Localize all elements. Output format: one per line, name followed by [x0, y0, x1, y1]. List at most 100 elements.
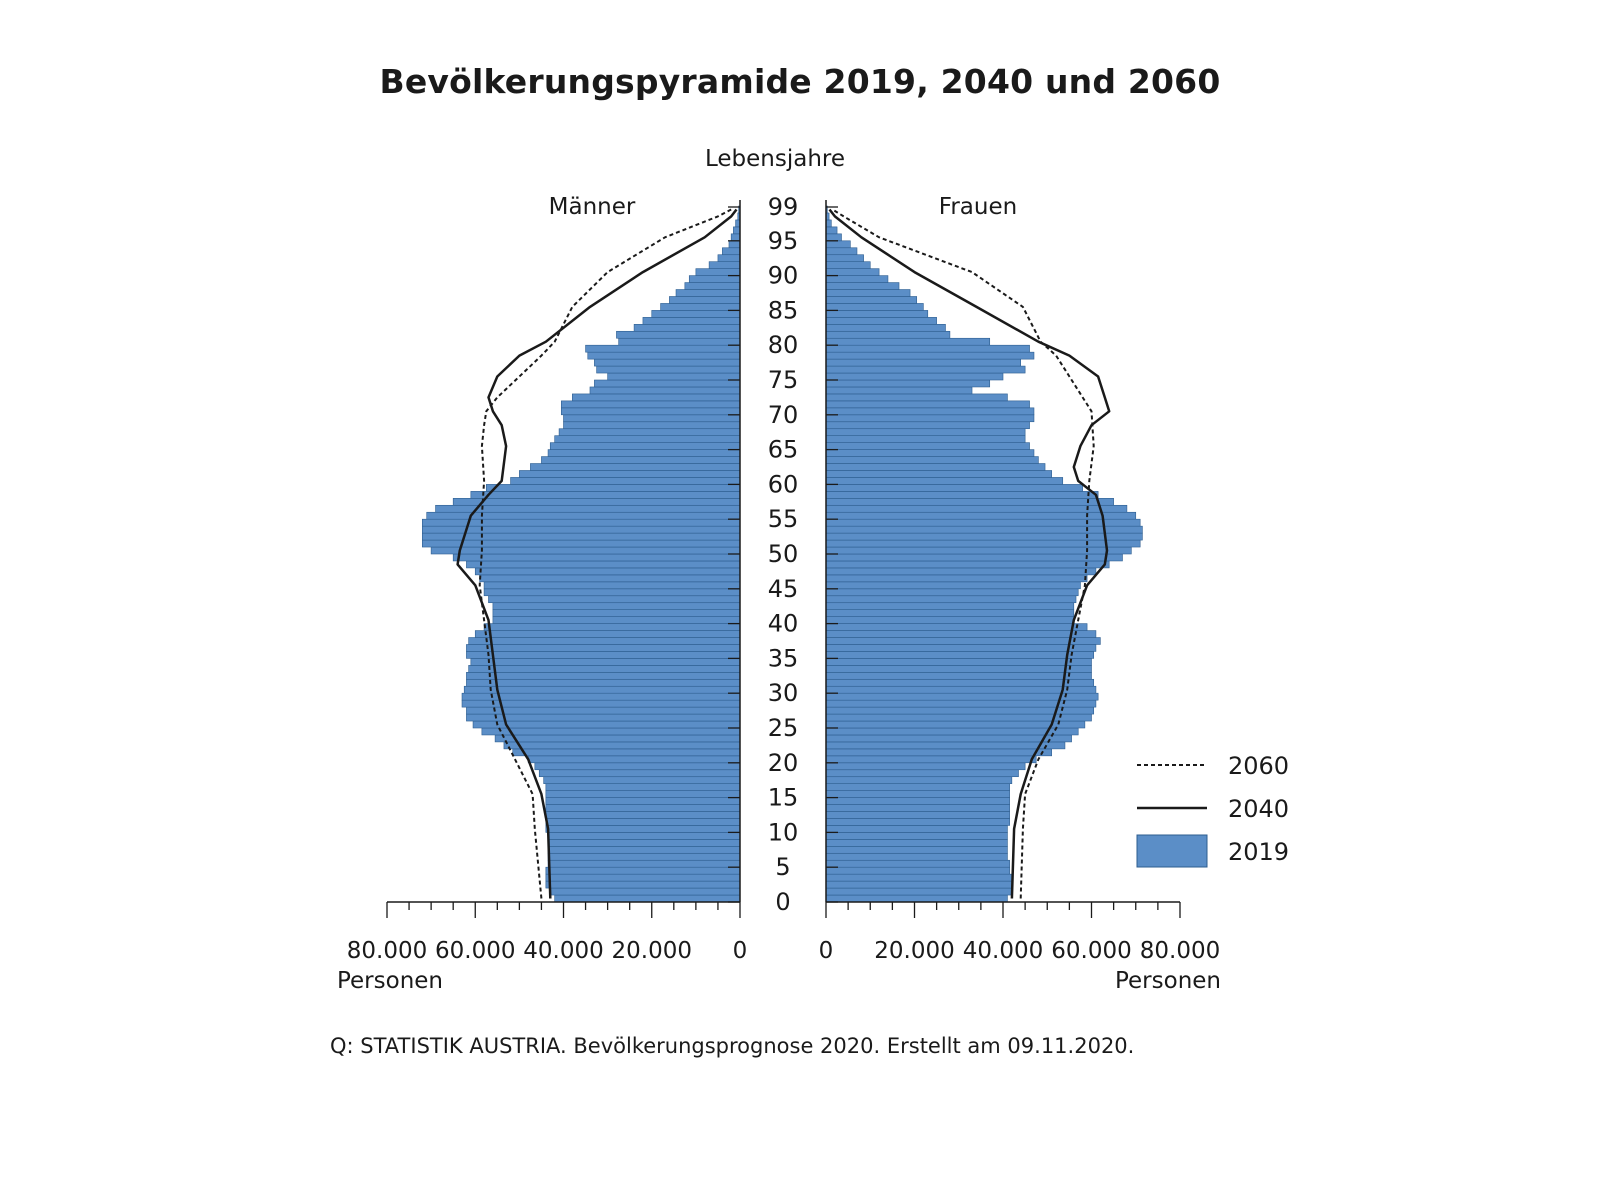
bar-women-age-90 — [825, 268, 880, 276]
legend-label-2019: 2019 — [1228, 838, 1289, 866]
bar-men-age-70 — [560, 407, 741, 416]
bar-women-age-22 — [825, 741, 1066, 750]
tick-label-age: 99 — [768, 193, 799, 221]
bar-men-age-64 — [547, 449, 741, 457]
bars-men — [421, 205, 741, 903]
bar-women-age-67 — [825, 428, 1026, 436]
bar-men-age-88 — [684, 282, 741, 290]
bar-men-age-59 — [485, 484, 741, 492]
bar-women-age-0 — [825, 894, 1008, 903]
bar-women-age-95 — [825, 233, 842, 242]
tick-label-age: 60 — [768, 470, 799, 498]
tick-label-men-x: 40.000 — [523, 938, 603, 964]
bar-women-age-64 — [825, 449, 1035, 457]
bar-women-age-26 — [825, 713, 1092, 722]
tick-label-age: 10 — [768, 818, 799, 846]
age-axis-label: Lebensjahre — [705, 146, 845, 172]
bar-men-age-44 — [483, 588, 741, 597]
bar-men-age-56 — [435, 504, 741, 513]
projection-lines — [456, 208, 1111, 899]
tick-label-women-x: 60.000 — [1051, 938, 1131, 964]
bar-men-age-96 — [733, 226, 741, 235]
bar-men-age-52 — [421, 532, 741, 541]
persons-label-left: Personen — [337, 968, 443, 994]
bar-men-age-14 — [545, 797, 741, 805]
bar-women-age-35 — [825, 651, 1095, 659]
bar-men-age-45 — [483, 581, 741, 590]
bar-women-age-15 — [825, 790, 1010, 798]
tick-label-age: 15 — [768, 784, 799, 812]
bar-women-age-17 — [825, 776, 1013, 784]
bar-women-age-79 — [825, 344, 1030, 353]
bar-women-age-30 — [825, 685, 1097, 694]
tick-label-age: 90 — [768, 262, 799, 290]
tick-label-age: 45 — [768, 575, 799, 603]
bar-women-age-70 — [825, 407, 1035, 416]
bar-women-age-80 — [825, 337, 991, 346]
bar-men-age-1 — [549, 887, 741, 896]
bar-men-age-42 — [492, 602, 741, 610]
bar-men-age-35 — [466, 651, 741, 659]
bar-women-age-54 — [825, 518, 1141, 527]
bar-women-age-31 — [825, 678, 1095, 687]
bar-men-age-12 — [545, 811, 741, 819]
bar-men-age-79 — [585, 344, 741, 353]
bar-women-age-55 — [825, 511, 1137, 520]
bar-men-age-83 — [642, 317, 741, 325]
bar-men-age-40 — [492, 616, 741, 624]
bar-men-age-29 — [461, 692, 741, 701]
bar-men-age-13 — [545, 804, 741, 812]
bar-women-age-41 — [825, 609, 1075, 617]
tick-label-age: 70 — [768, 401, 799, 429]
bar-women-age-4 — [825, 866, 1010, 875]
bar-women-age-85 — [825, 303, 924, 311]
bar-women-age-68 — [825, 421, 1030, 430]
bar-men-age-76 — [596, 365, 741, 374]
bar-women-age-27 — [825, 706, 1095, 715]
tick-label-age: 40 — [768, 610, 799, 638]
line-2060-women — [832, 208, 1095, 899]
bar-men-age-15 — [545, 790, 741, 798]
bar-men-age-33 — [468, 665, 741, 673]
bar-women-age-71 — [825, 400, 1030, 409]
bar-men-age-17 — [543, 776, 741, 784]
bar-women-age-45 — [825, 581, 1081, 590]
bar-women-age-78 — [825, 351, 1035, 360]
bar-men-age-46 — [479, 574, 741, 583]
bar-women-age-61 — [825, 470, 1052, 478]
bar-women-age-25 — [825, 720, 1086, 729]
bar-women-age-42 — [825, 602, 1075, 610]
bar-women-age-82 — [825, 324, 946, 332]
tick-label-men-x: 80.000 — [347, 938, 427, 964]
bar-women-age-7 — [825, 846, 1008, 854]
bars-women — [825, 205, 1143, 903]
bar-women-age-3 — [825, 873, 1013, 882]
bar-women-age-59 — [825, 484, 1083, 492]
bar-men-age-39 — [483, 623, 741, 631]
bar-women-age-9 — [825, 832, 1008, 840]
bar-women-age-40 — [825, 616, 1075, 624]
bar-men-age-50 — [430, 546, 741, 555]
bar-men-age-66 — [554, 435, 741, 443]
tick-label-age: 95 — [768, 227, 799, 255]
bar-women-age-60 — [825, 477, 1064, 485]
tick-label-age: 50 — [768, 540, 799, 568]
bar-women-age-24 — [825, 727, 1079, 736]
bar-women-age-1 — [825, 887, 1013, 896]
bar-men-age-6 — [547, 852, 741, 861]
bar-women-age-93 — [825, 247, 858, 256]
bar-men-age-34 — [470, 658, 741, 666]
bar-men-age-90 — [695, 268, 741, 276]
bar-men-age-23 — [494, 734, 741, 743]
bar-men-age-78 — [587, 351, 741, 360]
bar-women-age-19 — [825, 762, 1026, 771]
bar-women-age-73 — [825, 386, 973, 395]
bar-men-age-25 — [472, 720, 741, 729]
bar-men-age-24 — [481, 727, 741, 736]
bar-women-age-66 — [825, 435, 1026, 443]
tick-label-age: 30 — [768, 679, 799, 707]
legend-label-2040: 2040 — [1228, 795, 1289, 823]
bar-men-age-4 — [545, 866, 741, 875]
bar-women-age-69 — [825, 414, 1035, 423]
